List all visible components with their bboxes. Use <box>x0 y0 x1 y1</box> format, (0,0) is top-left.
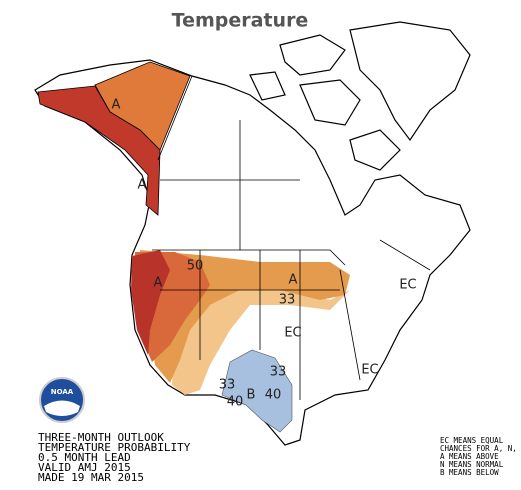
probability-regions <box>37 61 350 433</box>
map-label: 40 <box>265 388 282 403</box>
caption-line: 0.5 MONTH LEAD <box>38 451 131 464</box>
logo-text: NOAA <box>51 388 74 396</box>
caption-line: TEMPERATURE PROBABILITY <box>38 441 191 454</box>
map-label: 40 <box>227 395 244 410</box>
legend-line: A MEANS ABOVE <box>440 452 499 461</box>
logo-wave <box>44 400 80 416</box>
legend-line: N MEANS NORMAL <box>440 460 504 469</box>
title: Temperature <box>172 10 309 32</box>
map-label: 33 <box>279 293 296 308</box>
caption-line: VALID AMJ 2015 <box>38 461 131 474</box>
map-label: 33 <box>270 365 287 380</box>
borders <box>152 75 431 400</box>
map-label: A <box>289 273 298 288</box>
map-label: 33 <box>219 378 236 393</box>
caption-line: MADE 19 MAR 2015 <box>38 471 144 484</box>
map-label: A <box>154 276 163 291</box>
map-label: A <box>112 98 121 113</box>
caption-line: THREE-MONTH OUTLOOK <box>38 431 164 444</box>
legend-line: EC MEANS EQUAL <box>440 436 504 445</box>
map-label: EC <box>399 278 416 293</box>
arctic-islands <box>249 21 471 171</box>
map-label: 50 <box>187 259 204 274</box>
noaa-logo: NOAA <box>39 377 85 423</box>
legend-line: CHANCES FOR A, N, B <box>440 444 521 453</box>
map-label: EC <box>361 363 378 378</box>
legend-line: B MEANS BELOW <box>440 468 499 477</box>
map-label: A <box>138 178 147 193</box>
map-label: B <box>247 388 256 403</box>
map-label: EC <box>284 326 301 341</box>
